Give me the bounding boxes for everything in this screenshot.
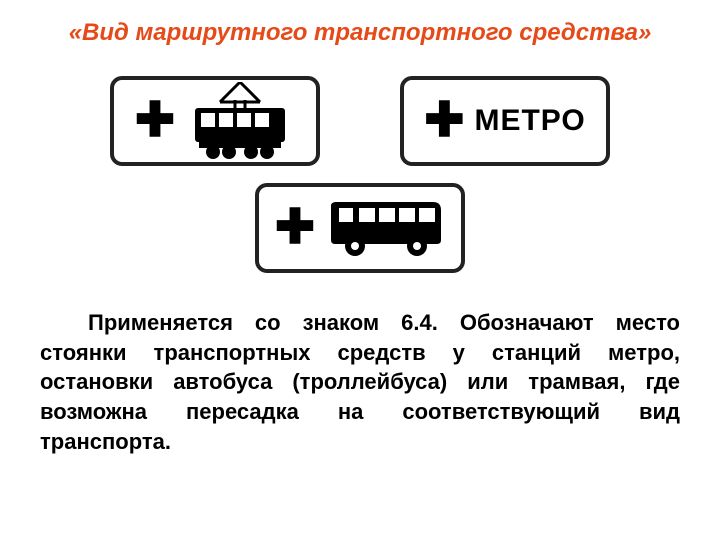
plus-icon: ✚ <box>275 204 315 252</box>
bus-icon <box>325 198 445 258</box>
sign-tram: ✚ <box>110 76 320 166</box>
plus-icon: ✚ <box>135 97 175 145</box>
tram-icon <box>185 82 295 160</box>
body-paragraph: Применяется со знаком 6.4. Обозначают ме… <box>40 308 680 456</box>
slide: «Вид маршрутного транспортного средства»… <box>0 0 720 540</box>
sign-metro: ✚ МЕТРО <box>400 76 610 166</box>
slide-title: «Вид маршрутного транспортного средства» <box>40 18 680 48</box>
plus-icon: ✚ <box>424 97 464 145</box>
signs-group: ✚ <box>110 68 610 278</box>
metro-text: МЕТРО <box>474 104 585 138</box>
sign-bus: ✚ <box>255 183 465 273</box>
